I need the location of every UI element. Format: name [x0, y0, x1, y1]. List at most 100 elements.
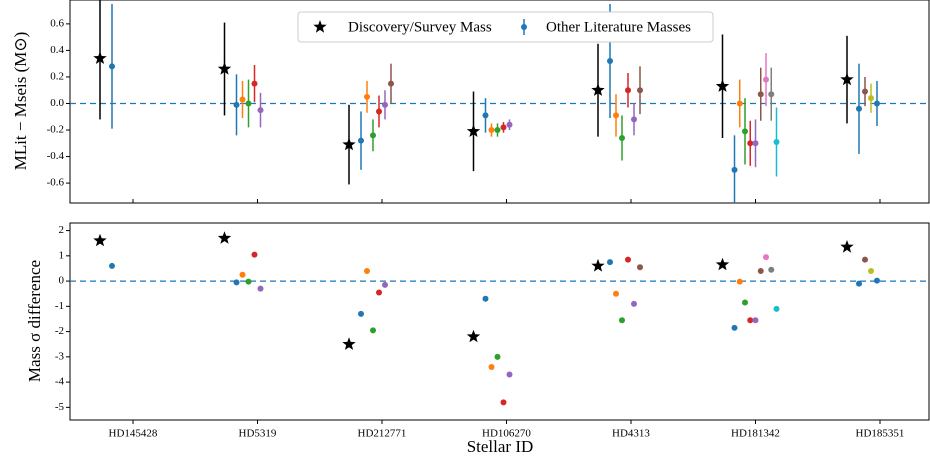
point: [768, 91, 775, 98]
point: [874, 277, 880, 284]
point: [773, 138, 780, 145]
x-tick-label: HD185351: [856, 428, 905, 440]
point: [482, 295, 489, 302]
point: [500, 399, 507, 406]
legend-marker: [521, 24, 527, 30]
x-tick-label: HD145428: [109, 428, 158, 440]
point: [506, 371, 513, 378]
point: [376, 108, 382, 115]
point: [731, 324, 738, 331]
point: [251, 251, 258, 258]
x-tick-label: HD212771: [358, 428, 407, 440]
star-point: [342, 337, 356, 350]
point: [856, 105, 862, 112]
legend-marker: [313, 20, 327, 33]
point: [757, 267, 764, 274]
legend-box: [297, 11, 714, 43]
point: [868, 267, 874, 274]
point: [747, 317, 754, 324]
point: [607, 58, 613, 65]
star-point: [342, 137, 356, 151]
point: [370, 327, 376, 334]
point: [376, 289, 382, 296]
y-tick-label: 1: [59, 249, 65, 261]
y-tick-label: -4: [55, 376, 65, 388]
legend: Discovery/Survey Mass Other Literature Ma…: [297, 11, 714, 43]
x-tick-label: HD181342: [731, 428, 780, 440]
point: [233, 279, 240, 286]
point: [631, 116, 637, 123]
star-point: [715, 79, 730, 92]
point: [736, 278, 743, 285]
star-point: [466, 124, 481, 137]
plot-frame: [69, 0, 930, 204]
point: [619, 317, 625, 324]
point: [358, 137, 364, 144]
point: [358, 310, 364, 317]
point: [773, 305, 780, 312]
star-point: [93, 51, 107, 64]
point: [619, 134, 625, 141]
plot-area: [70, 0, 930, 203]
point: [763, 76, 769, 83]
y-tick-label: -0.4: [47, 150, 65, 162]
star-point: [93, 233, 107, 247]
point: [488, 127, 495, 134]
star-point: [217, 231, 232, 244]
star-point: [840, 240, 854, 253]
y-tick-label: 0.4: [50, 44, 64, 56]
point: [257, 285, 264, 292]
point: [245, 100, 252, 107]
point: [757, 91, 764, 98]
y-tick-label: 2: [59, 224, 65, 236]
y-tick-label: -0.6: [47, 177, 65, 189]
point: [364, 93, 370, 100]
point: [731, 166, 738, 173]
x-tick-label: HD5319: [239, 428, 277, 440]
point: [868, 95, 874, 102]
point: [631, 300, 637, 307]
point: [239, 96, 246, 103]
point: [607, 259, 613, 266]
point: [747, 140, 754, 147]
point: [856, 280, 862, 287]
point: [742, 299, 748, 306]
point: [488, 363, 495, 370]
legend-label: Other Literature Masses: [546, 19, 691, 35]
point: [233, 101, 240, 108]
y-axis-label: MLit − Mseis (M⊙): [11, 32, 30, 171]
y-tick-label: -3: [55, 350, 65, 362]
point: [382, 281, 388, 288]
point: [625, 256, 631, 263]
y-tick-label: 0.0: [50, 97, 64, 109]
point: [752, 140, 759, 147]
point: [494, 127, 501, 134]
star-point: [466, 329, 481, 343]
point: [506, 121, 513, 128]
y-tick-label: 0.2: [50, 70, 64, 82]
point: [370, 132, 376, 139]
y-tick-label: 0: [59, 275, 65, 287]
x-tick-label: HD106270: [482, 428, 531, 440]
point: [382, 101, 388, 108]
point: [251, 80, 258, 87]
point: [109, 262, 115, 269]
point: [109, 63, 115, 70]
point: [613, 112, 619, 119]
y-tick-label: -1: [55, 300, 64, 312]
star-point: [840, 72, 854, 86]
point: [364, 267, 370, 274]
plot-frame: [69, 222, 930, 421]
x-tick-label: HD4313: [612, 428, 650, 440]
point: [625, 87, 631, 94]
point: [874, 100, 880, 107]
y-axis-label: Mass σ difference: [25, 260, 44, 382]
point: [637, 87, 643, 94]
point: [862, 88, 868, 95]
star-point: [591, 83, 605, 96]
x-axis-label: Stellar ID: [467, 437, 534, 456]
point: [613, 290, 619, 297]
star-point: [591, 258, 605, 272]
point: [494, 353, 501, 360]
